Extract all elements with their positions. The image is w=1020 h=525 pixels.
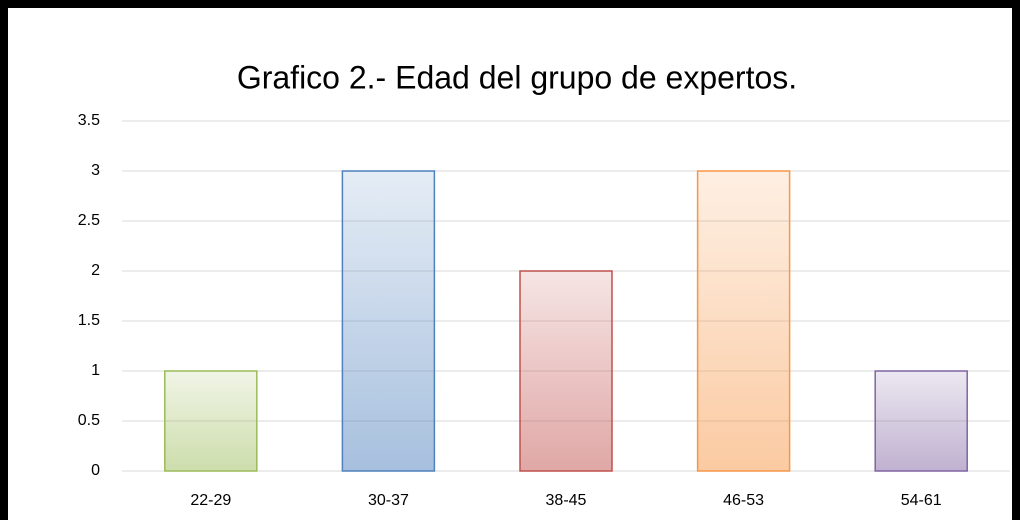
x-tick-label: 46-53 [723,492,764,509]
bar [519,270,613,472]
y-tick-label: 3 [91,162,100,179]
y-tick-label: 3.5 [78,112,100,129]
chart-title: Grafico 2.- Edad del grupo de expertos. [237,59,797,95]
bar [696,170,791,472]
y-tick-label: 0 [91,462,100,479]
bar [341,170,436,472]
y-tick-label: 2 [91,262,100,279]
x-tick-label: 54-61 [901,492,942,509]
y-tick-label: 0.5 [78,412,100,429]
y-tick-label: 2.5 [78,212,100,229]
x-tick-label: 22-29 [190,492,231,509]
x-tick-label: 30-37 [368,492,409,509]
x-tick-label: 38-45 [546,492,587,509]
bar [874,370,968,472]
y-tick-label: 1 [91,362,100,379]
bar [164,370,258,472]
y-tick-label: 1.5 [78,312,100,329]
